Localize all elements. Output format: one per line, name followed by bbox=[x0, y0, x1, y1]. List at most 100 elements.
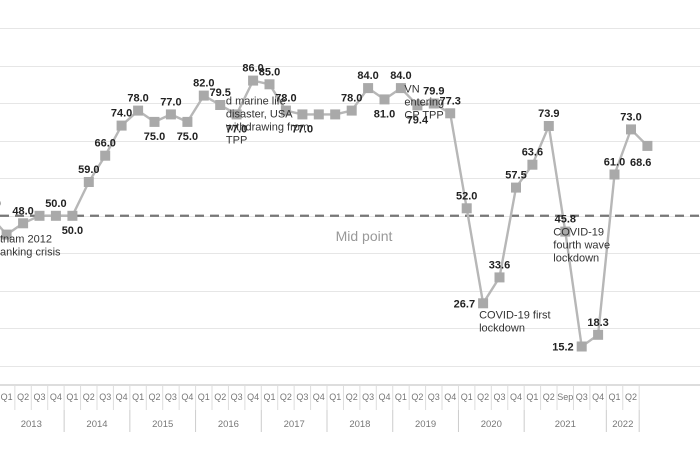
x-tick-label: Q1 bbox=[132, 392, 144, 402]
value-label: 82.0 bbox=[193, 78, 214, 90]
data-point bbox=[231, 109, 242, 120]
x-tick-label: Q3 bbox=[231, 392, 243, 402]
data-point bbox=[494, 272, 505, 283]
x-tick-label: Q2 bbox=[543, 392, 555, 402]
annotation-line: TPP bbox=[226, 135, 247, 147]
data-point bbox=[116, 120, 127, 131]
value-label: 79.4 bbox=[407, 114, 429, 126]
annotation-line: withdrawing from bbox=[225, 122, 309, 134]
x-tick-label: Q1 bbox=[608, 392, 620, 402]
data-point bbox=[363, 83, 374, 94]
value-label: 84.0 bbox=[357, 70, 378, 82]
value-label: 75.0 bbox=[177, 131, 198, 143]
value-label: 61.0 bbox=[604, 157, 625, 169]
value-label: 50.0 bbox=[62, 225, 83, 237]
value-label: 78.0 bbox=[341, 93, 362, 105]
data-point bbox=[346, 105, 357, 116]
value-label: 59.0 bbox=[78, 164, 99, 176]
data-point bbox=[34, 210, 45, 221]
data-point bbox=[67, 210, 78, 221]
annotation: d marine life disaster, USA withdrawing fr… bbox=[225, 96, 309, 147]
year-label: 2015 bbox=[152, 419, 173, 430]
x-tick-label: Q3 bbox=[296, 392, 308, 402]
annotation-line: fourth wave bbox=[553, 240, 610, 252]
value-label: 77.3 bbox=[439, 95, 460, 107]
x-tick-label: Q4 bbox=[247, 392, 259, 402]
x-tick-label: Q4 bbox=[116, 392, 128, 402]
data-point bbox=[100, 150, 111, 161]
x-tick-label: Q3 bbox=[165, 392, 177, 402]
annotation-line: COVID-19 first bbox=[479, 309, 551, 321]
annotation-line: VN bbox=[404, 83, 419, 95]
value-label: 33.6 bbox=[489, 259, 510, 271]
value-label: 75.0 bbox=[144, 131, 165, 143]
value-label: 66.0 bbox=[94, 138, 115, 150]
x-tick-label: Q1 bbox=[329, 392, 341, 402]
series-line bbox=[0, 79, 649, 348]
annotation-line: lockdown bbox=[553, 253, 599, 265]
data-point bbox=[248, 75, 259, 86]
x-tick-label: Q1 bbox=[526, 392, 538, 402]
data-point bbox=[149, 116, 160, 127]
value-label: 74.0 bbox=[111, 108, 132, 120]
data-point bbox=[543, 121, 554, 131]
year-label: 2016 bbox=[218, 419, 239, 430]
data-point bbox=[18, 218, 29, 229]
x-tick-label: Q1 bbox=[66, 392, 78, 402]
annotation: COVID-19 first lockdown bbox=[479, 309, 551, 334]
data-point bbox=[313, 109, 324, 120]
data-point bbox=[182, 116, 193, 127]
annotation-line: CP TPP bbox=[404, 109, 443, 121]
annotation-line: COVID-19 bbox=[553, 227, 604, 239]
x-tick-label: Q4 bbox=[50, 392, 62, 402]
x-tick-label: Q1 bbox=[1, 392, 13, 402]
data-point bbox=[428, 98, 439, 109]
x-tick-label: Q2 bbox=[625, 392, 637, 402]
x-axis: Q4 Q1 Q2 Q3 Q4 Q1 Q2 Q3 Q4 Q1 Q2 Q3 Q4 Q1 Q2 Q3 Q4 Q1 Q2 Q3… bbox=[0, 384, 700, 432]
value-label: 86.0 bbox=[242, 63, 263, 75]
data-point bbox=[511, 182, 521, 193]
annotation-line: tnam 2012 bbox=[0, 234, 52, 246]
value-label: 78.0 bbox=[127, 93, 148, 105]
value-label: 73.9 bbox=[538, 108, 559, 120]
midpoint-label: Mid point bbox=[336, 228, 393, 244]
data-point bbox=[133, 105, 144, 116]
x-tick-label: Q3 bbox=[99, 392, 111, 402]
data-point bbox=[445, 108, 456, 119]
x-tick-label: Q2 bbox=[83, 392, 95, 402]
value-label: 77.0 bbox=[226, 123, 247, 135]
annotation: COVID-19 fourth wave lockdown bbox=[553, 227, 610, 265]
x-tick-label: Q2 bbox=[477, 392, 489, 402]
x-tick-label: Q4 bbox=[510, 392, 522, 402]
x-tick-label: Q3 bbox=[576, 392, 588, 402]
annotation: tnam 2012 anking crisis bbox=[0, 234, 61, 259]
value-label: 77.0 bbox=[292, 123, 313, 135]
value-label: 79.9 bbox=[423, 86, 444, 98]
x-tick-label: Q1 bbox=[395, 392, 407, 402]
value-label: 45.8 bbox=[555, 214, 576, 226]
value-label: 63.6 bbox=[522, 147, 543, 159]
x-tick-label: Q2 bbox=[148, 392, 160, 402]
x-tick-label: Q2 bbox=[346, 392, 358, 402]
value-label: 18.3 bbox=[587, 317, 608, 329]
x-tick-label: Q4 bbox=[378, 392, 390, 402]
year-label: 2022 bbox=[612, 419, 633, 430]
value-label: 81.0 bbox=[374, 108, 395, 120]
annotation-line: entering bbox=[404, 96, 444, 108]
data-point bbox=[626, 124, 636, 135]
year-label: 2021 bbox=[555, 419, 576, 430]
annotation-line: anking crisis bbox=[0, 247, 61, 259]
data-point bbox=[165, 109, 176, 120]
x-tick-label: Q1 bbox=[461, 392, 473, 402]
year-label: 2018 bbox=[349, 419, 370, 430]
x-tick-label: Q3 bbox=[428, 392, 440, 402]
annotation-line: d marine life bbox=[226, 96, 286, 108]
data-point bbox=[609, 169, 620, 180]
series-line-group bbox=[0, 79, 649, 348]
x-tick-label: Q1 bbox=[198, 392, 210, 402]
x-tick-label: Q4 bbox=[313, 392, 325, 402]
value-label: 48.0 bbox=[12, 205, 33, 217]
data-point bbox=[330, 109, 341, 120]
value-label: 79.5 bbox=[209, 87, 230, 99]
data-point bbox=[83, 177, 94, 187]
